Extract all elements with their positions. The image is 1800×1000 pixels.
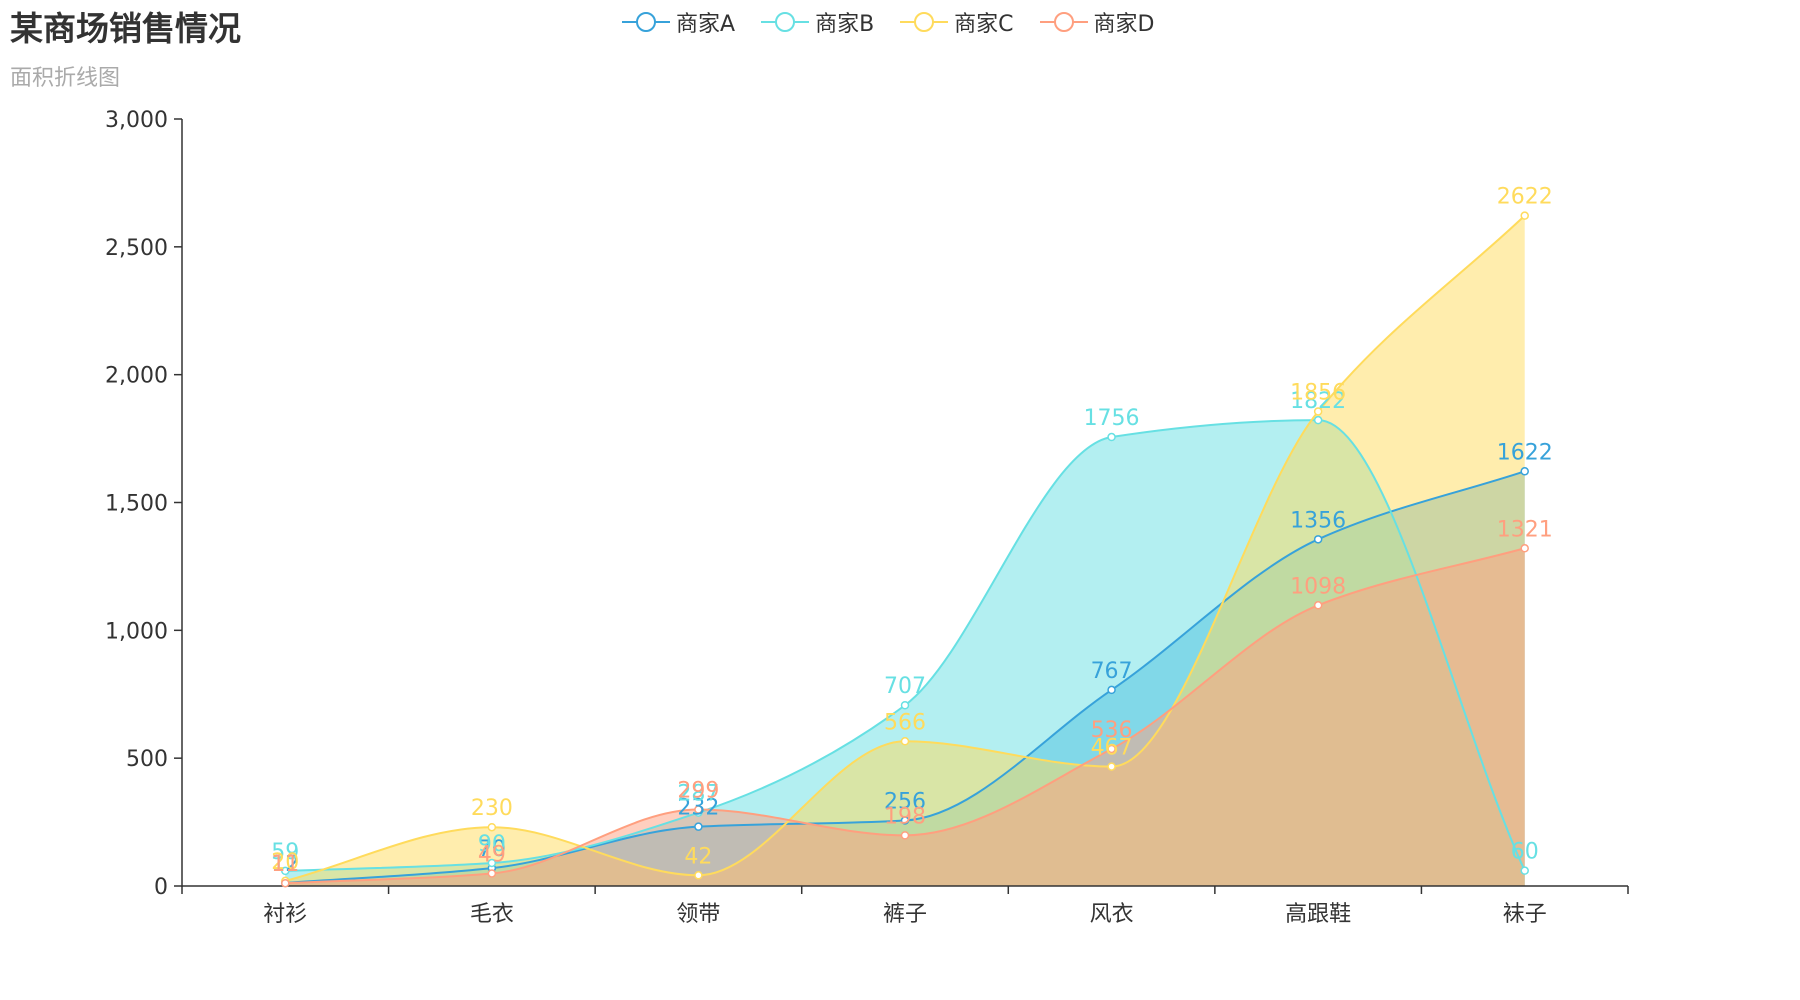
legend-label: 商家C	[954, 12, 1014, 37]
data-label: 707	[884, 674, 926, 699]
data-label: 49	[478, 842, 506, 867]
data-point	[487, 858, 497, 868]
data-point	[1107, 685, 1116, 695]
data-point	[694, 822, 703, 831]
data-point	[900, 816, 910, 825]
data-label: 12	[271, 852, 299, 877]
series-line-1	[285, 419, 1526, 872]
data-label: 1098	[1290, 574, 1346, 599]
data-label: 232	[677, 796, 719, 821]
legend-label: 商家A	[676, 12, 736, 37]
data-point	[900, 737, 910, 746]
y-tick-label: 1,500	[105, 492, 168, 517]
data-label: 767	[1091, 659, 1133, 684]
legend-label: 商家D	[1093, 12, 1155, 37]
data-label: 59	[271, 840, 299, 865]
data-label: 287	[677, 782, 719, 807]
data-label: 90	[478, 832, 506, 857]
data-label: 1321	[1497, 517, 1553, 542]
data-point	[1520, 866, 1529, 875]
data-point	[1313, 601, 1323, 610]
data-label: 1356	[1290, 508, 1346, 533]
data-label: 256	[884, 790, 926, 815]
data-point	[1313, 407, 1323, 416]
x-tick-label: 裤子	[883, 902, 927, 927]
x-tick-label: 袜子	[1503, 902, 1547, 927]
data-label: 1756	[1084, 406, 1140, 431]
data-point	[1107, 762, 1116, 771]
x-tick-label: 衬衫	[263, 902, 307, 927]
data-point	[1520, 544, 1529, 553]
data-point	[1520, 467, 1529, 476]
x-tick-label: 风衣	[1090, 902, 1134, 927]
data-label: 1856	[1290, 380, 1346, 405]
data-point	[487, 869, 497, 878]
data-point	[1107, 744, 1116, 754]
legend-item-a[interactable]: 商家A	[622, 6, 735, 38]
series-area-3	[285, 548, 1525, 886]
data-label: 1622	[1497, 440, 1553, 465]
legend-item-c[interactable]: 商家C	[900, 6, 1014, 38]
data-point	[281, 878, 290, 888]
data-label: 2622	[1497, 185, 1553, 210]
data-point	[900, 831, 910, 840]
data-label: 299	[677, 779, 719, 804]
data-label: 566	[884, 710, 926, 735]
data-point	[694, 871, 703, 880]
data-label: 20	[271, 850, 299, 875]
x-tick-label: 毛衣	[470, 902, 514, 927]
data-label: 42	[684, 844, 712, 869]
data-point	[281, 866, 290, 876]
data-point	[1107, 432, 1116, 442]
legend-swatch-icon	[1039, 12, 1088, 32]
data-point	[900, 700, 910, 710]
legend: 商家A 商家B 商家C 商家D	[622, 6, 1154, 38]
y-tick-label: 2,000	[105, 364, 168, 389]
data-label: 198	[884, 804, 926, 829]
data-label: 11	[271, 852, 299, 877]
legend-item-d[interactable]: 商家D	[1039, 6, 1155, 38]
data-label: 1822	[1290, 389, 1346, 414]
legend-swatch-icon	[761, 12, 810, 32]
x-tick-label: 领带	[676, 902, 720, 927]
chart-subtitle: 面积折线图	[10, 66, 121, 91]
legend-label: 商家B	[815, 12, 875, 37]
data-label: 70	[478, 837, 506, 862]
data-point	[1520, 211, 1529, 220]
y-tick-label: 500	[126, 747, 168, 772]
data-label: 467	[1091, 736, 1133, 761]
data-label: 536	[1091, 718, 1133, 743]
legend-item-b[interactable]: 商家B	[761, 6, 874, 38]
data-label: 230	[471, 796, 513, 821]
data-point	[694, 805, 703, 814]
legend-swatch-icon	[900, 12, 949, 32]
y-tick-label: 0	[154, 875, 168, 900]
data-point	[1313, 415, 1323, 425]
legend-swatch-icon	[622, 12, 670, 32]
data-point	[487, 822, 497, 832]
y-tick-label: 2,500	[105, 236, 168, 261]
x-tick-label: 高跟鞋	[1285, 902, 1351, 927]
y-tick-label: 1,000	[105, 619, 168, 644]
chart-title: 某商场销售情况	[10, 9, 241, 48]
y-tick-label: 3,000	[105, 108, 168, 133]
data-label: 60	[1511, 840, 1539, 865]
data-point	[1313, 535, 1323, 544]
